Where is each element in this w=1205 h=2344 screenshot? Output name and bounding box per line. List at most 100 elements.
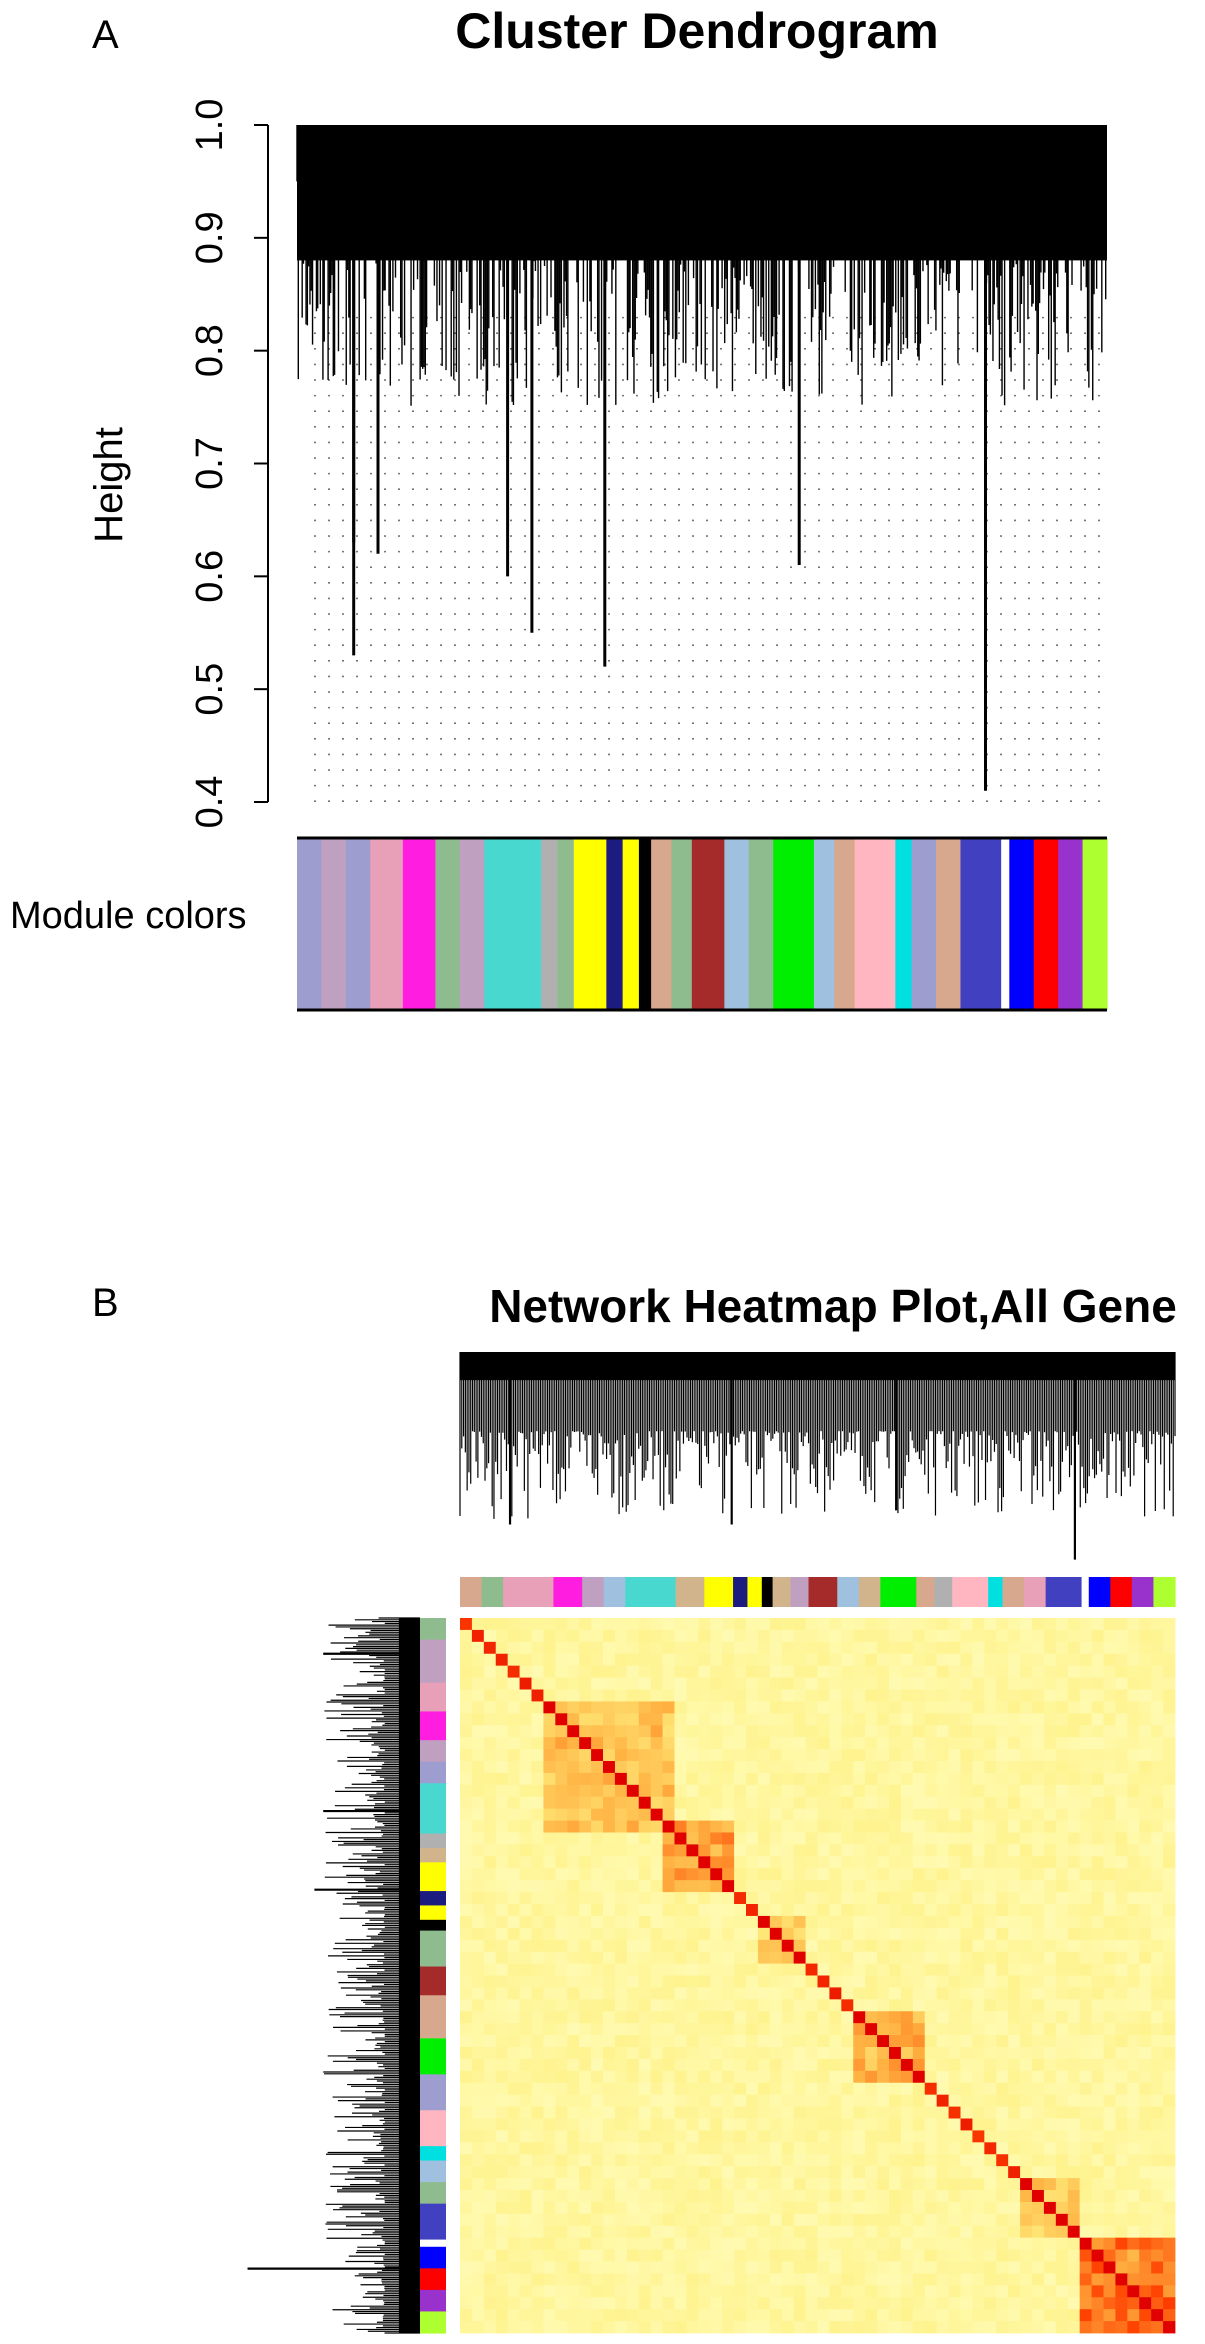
heatmap-cell [924, 1904, 938, 1917]
heatmap-cell [638, 1713, 652, 1726]
heatmap-cell [734, 1689, 747, 1702]
heatmap-cell [781, 2166, 795, 2179]
heatmap-cell [746, 2023, 759, 2036]
heatmap-cell [1139, 2237, 1152, 2250]
heatmap-cell [829, 2142, 842, 2155]
heatmap-cell [662, 2190, 675, 2203]
heatmap-cell [746, 2225, 759, 2239]
heatmap-cell [710, 2082, 723, 2096]
heatmap-cell [1043, 1939, 1057, 1953]
heatmap-cell [769, 1713, 783, 1726]
heatmap-cell [1032, 2082, 1045, 2096]
heatmap-cell [614, 1725, 628, 1738]
heatmap-cell [972, 1725, 985, 1738]
heatmap-cell [1020, 2058, 1033, 2072]
heatmap-cell [543, 1725, 556, 1738]
heatmap-cell [841, 1618, 854, 1631]
heatmap-cell [722, 2273, 735, 2286]
heatmap-cell [769, 1820, 783, 1833]
module-color-segment [484, 838, 504, 1010]
heatmap-cell [877, 2225, 890, 2239]
heatmap-cell [1067, 2082, 1081, 2096]
heatmap-cell [495, 1653, 509, 1667]
heatmap-cell [746, 2082, 759, 2096]
heatmap-cell [960, 1629, 973, 1643]
heatmap-cell [603, 1963, 616, 1976]
heatmap-cell [746, 2106, 759, 2119]
module-color-segment [1082, 838, 1108, 1010]
heatmap-cell [912, 1868, 926, 1881]
heatmap-cell [912, 2094, 926, 2107]
heatmap-cell [1020, 1618, 1033, 1631]
heatmap-cell [555, 2035, 568, 2048]
heatmap-cell [555, 1987, 568, 2000]
heatmap-cell [650, 2166, 663, 2179]
heatmap-cell [591, 2011, 604, 2024]
heatmap-cell [531, 1737, 544, 1750]
heatmap-cell [495, 1844, 509, 1857]
heatmap-cell [674, 2190, 687, 2203]
module-color-segment [773, 838, 795, 1010]
heatmap-cell [698, 1701, 711, 1714]
heatmap-cell [507, 2058, 520, 2072]
module-color-segment [420, 2056, 446, 2075]
heatmap-cell [1079, 1629, 1092, 1643]
heatmap-cell [1008, 1618, 1021, 1631]
heatmap-cell [460, 1772, 473, 1786]
heatmap-cell [507, 1749, 520, 1762]
heatmap-cell [996, 1904, 1009, 1917]
module-color-segment [895, 838, 913, 1010]
heatmap-cell [674, 2142, 687, 2155]
heatmap-cell [1139, 2106, 1152, 2119]
heatmap-cell [984, 2106, 997, 2119]
heatmap-cell [471, 1904, 485, 1917]
heatmap-cell [972, 2261, 985, 2274]
heatmap-cell [460, 2058, 473, 2072]
heatmap-cell [1139, 1749, 1152, 1762]
heatmap-cell [1055, 2118, 1069, 2131]
heatmap-cell [781, 1689, 795, 1702]
heatmap-cell [722, 1713, 735, 1726]
heatmap-cell [829, 1677, 842, 1690]
heatmap-cell [614, 1844, 628, 1857]
heatmap-cell [686, 2130, 699, 2143]
heatmap-cell [567, 1749, 580, 1762]
heatmap-cell [483, 2094, 497, 2107]
heatmap-cell [531, 1653, 544, 1667]
heatmap-cell [1008, 1796, 1021, 1810]
top-dendrogram [459, 1352, 1176, 1560]
heatmap-cell [853, 1772, 866, 1786]
heatmap-cell [841, 1701, 854, 1714]
heatmap-cell [853, 2023, 866, 2036]
heatmap-cell [877, 2249, 890, 2262]
heatmap-cell [1055, 1629, 1069, 1643]
heatmap-cell [865, 1653, 878, 1667]
heatmap-cell [495, 1904, 509, 1917]
heatmap-cell [1032, 1927, 1045, 1941]
heatmap-cell [674, 1808, 687, 1821]
heatmap-cell [889, 1844, 902, 1857]
heatmap-cell [734, 2118, 747, 2131]
heatmap-cell [1079, 2166, 1092, 2179]
heatmap-cell [793, 1999, 806, 2012]
heatmap-cell [996, 2011, 1009, 2024]
heatmap-cell [829, 2190, 842, 2203]
heatmap-cell [650, 2082, 663, 2096]
heatmap-cell [996, 2225, 1009, 2239]
heatmap-cell [555, 1975, 568, 1988]
heatmap-cell [662, 1749, 675, 1762]
heatmap-cell [793, 1713, 806, 1726]
heatmap-cell [996, 2178, 1009, 2191]
heatmap-cell [1103, 2237, 1116, 2250]
heatmap-cell [829, 2023, 842, 2036]
heatmap-cell [793, 1772, 806, 1786]
heatmap-cell [936, 2273, 949, 2286]
heatmap-cell [853, 1749, 866, 1762]
heatmap-cell [972, 1939, 985, 1953]
heatmap-cell [1151, 1963, 1164, 1976]
heatmap-cell [936, 1904, 949, 1917]
heatmap-cell [626, 1987, 640, 2000]
heatmap-cell [793, 1963, 806, 1976]
heatmap-cell [1008, 2142, 1021, 2155]
heatmap-cell [519, 1880, 532, 1893]
